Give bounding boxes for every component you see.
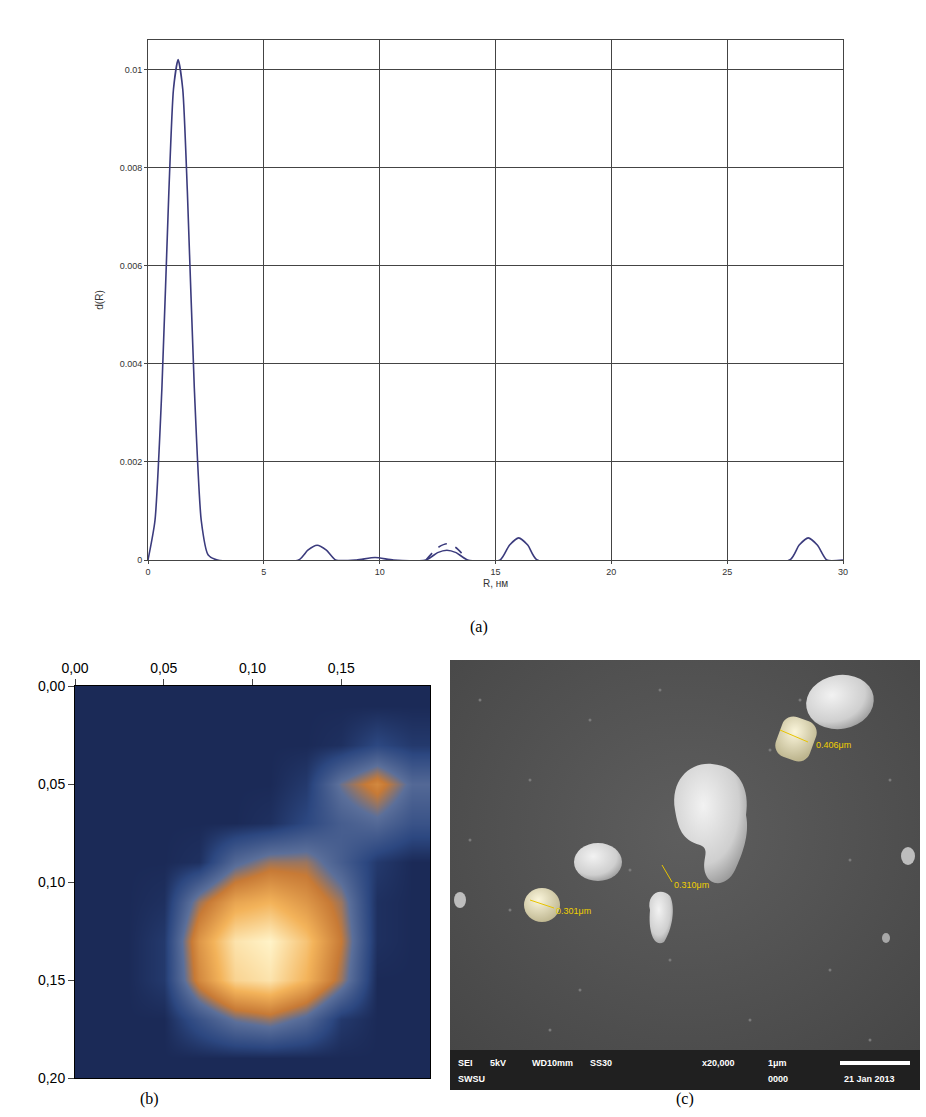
svg-text:1μm: 1μm xyxy=(768,1058,787,1068)
svg-text:0.301μm: 0.301μm xyxy=(556,906,591,916)
svg-text:0.002: 0.002 xyxy=(120,457,143,467)
svg-text:21 Jan 2013: 21 Jan 2013 xyxy=(844,1074,895,1084)
svg-text:0.406μm: 0.406μm xyxy=(816,740,851,750)
svg-text:0,00: 0,00 xyxy=(38,678,65,694)
svg-text:0.310μm: 0.310μm xyxy=(674,880,709,890)
svg-text:SS30: SS30 xyxy=(590,1058,612,1068)
svg-text:0000: 0000 xyxy=(768,1074,788,1084)
svg-text:d(R): d(R) xyxy=(94,290,105,309)
svg-text:0,15: 0,15 xyxy=(328,660,355,676)
svg-text:5: 5 xyxy=(261,567,266,577)
svg-text:5kV: 5kV xyxy=(490,1058,506,1068)
svg-text:15: 15 xyxy=(490,567,500,577)
svg-text:SEI: SEI xyxy=(458,1058,473,1068)
svg-text:0,15: 0,15 xyxy=(38,972,65,988)
svg-text:30: 30 xyxy=(838,567,848,577)
html-text:(a): (a) xyxy=(470,618,488,635)
svg-text:0.004: 0.004 xyxy=(120,359,143,369)
svg-text:WD10mm: WD10mm xyxy=(532,1058,573,1068)
svg-text:0,00: 0,00 xyxy=(61,660,88,676)
svg-text:0,10: 0,10 xyxy=(38,874,65,890)
svg-text:0.008: 0.008 xyxy=(120,163,143,173)
svg-text:0.006: 0.006 xyxy=(120,261,143,271)
svg-text:20: 20 xyxy=(606,567,616,577)
svg-text:0.01: 0.01 xyxy=(125,65,143,75)
svg-text:10: 10 xyxy=(375,567,385,577)
svg-text:0: 0 xyxy=(145,567,150,577)
svg-text:0,10: 0,10 xyxy=(239,660,266,676)
html-text:(c): (c) xyxy=(676,1090,694,1107)
html-text:(b): (b) xyxy=(140,1090,159,1107)
svg-text:0,05: 0,05 xyxy=(150,660,177,676)
svg-text:0,05: 0,05 xyxy=(38,776,65,792)
svg-text:SWSU: SWSU xyxy=(458,1074,485,1084)
svg-text:25: 25 xyxy=(722,567,732,577)
svg-text:0,20: 0,20 xyxy=(38,1070,65,1086)
svg-text:0: 0 xyxy=(137,555,142,565)
svg-text:x20,000: x20,000 xyxy=(702,1058,735,1068)
svg-text:R, нм: R, нм xyxy=(483,578,508,589)
